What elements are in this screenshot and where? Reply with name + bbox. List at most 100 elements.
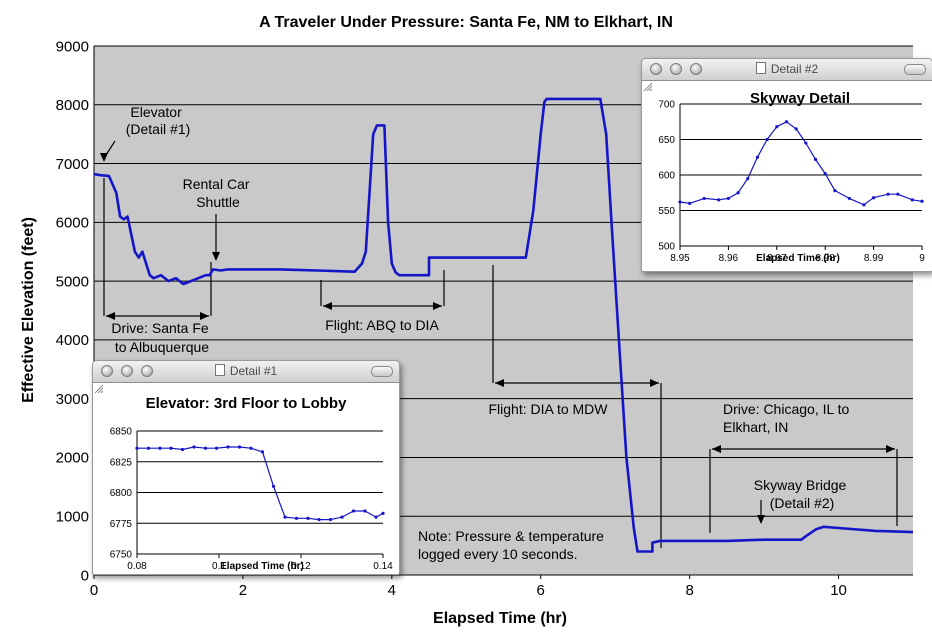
y-tick-label: 6850: [110, 427, 133, 438]
y-tick-label: 7000: [56, 156, 89, 173]
data-point: [214, 446, 219, 450]
x-tick-label: 8.98: [815, 253, 835, 264]
data-point: [169, 446, 173, 450]
detail-2-title: Detail #2: [770, 62, 819, 76]
toolbar-toggle-button[interactable]: [904, 64, 926, 75]
main-title: A Traveler Under Pressure: Santa Fe, NM …: [259, 14, 673, 31]
detail-1-chart: Elevator: 3rd Floor to Lobby 6750 6775 680…: [110, 395, 393, 572]
x-tick-label: 0.1: [212, 561, 226, 572]
data-point: [794, 127, 798, 131]
series-line: [679, 121, 923, 206]
data-point: [203, 446, 208, 450]
detail-2-titlebar[interactable]: Detail #2: [642, 59, 932, 81]
y-tick-label: 600: [658, 171, 675, 182]
y-tick-label: 550: [658, 206, 675, 217]
data-point: [328, 517, 333, 522]
data-point: [746, 176, 750, 181]
x-tick-label: 10: [830, 582, 847, 599]
data-point: [872, 196, 876, 200]
data-point: [784, 120, 789, 124]
minimize-button[interactable]: [121, 365, 133, 377]
data-point: [351, 509, 356, 513]
annotation-elevator: Elevator (Detail #1): [126, 104, 191, 137]
close-button[interactable]: [101, 365, 113, 377]
data-point: [920, 199, 924, 203]
detail-1-titlebar[interactable]: Detail #1: [93, 361, 399, 383]
y-tick-label: 6000: [56, 215, 89, 232]
minimize-button[interactable]: [670, 63, 682, 75]
data-point: [146, 446, 151, 450]
data-point: [823, 171, 827, 176]
x-tick-label: 8.99: [864, 253, 884, 264]
y-tick-label: 0: [81, 567, 89, 584]
detail-2-chart: Skyway Detail 500 550 600 650 700 8.95 8.96 8.9…: [658, 90, 925, 264]
data-point: [717, 198, 721, 202]
zoom-button[interactable]: [141, 365, 153, 377]
y-tick-label: 6775: [110, 519, 133, 530]
elevator-pointer-line: [105, 140, 116, 156]
annotation-drive-chicago: Drive: Chicago, IL to Elkhart, IN: [723, 401, 853, 435]
note-text: Note: Pressure & temperature logged ever…: [418, 528, 608, 562]
y-tick-label: 4000: [56, 332, 89, 349]
y-tick-label: 6825: [110, 457, 133, 468]
x-tick-label: 0.08: [127, 561, 147, 572]
x-tick-label: 4: [388, 582, 396, 599]
y-tick-label: 2000: [56, 450, 89, 467]
data-point: [192, 445, 196, 449]
y-tick-label: 8000: [56, 97, 89, 114]
series-line: [137, 446, 384, 521]
drive-sf-arrow-right: [200, 312, 209, 320]
y-tick-label: 650: [658, 135, 675, 146]
resize-grip-icon[interactable]: [642, 81, 652, 91]
detail-2-window[interactable]: Detail #2 Skyway Detail 500 550 600 650 700 8…: [641, 58, 932, 272]
annotation-rental-car: Rental Car Shuttle: [183, 176, 254, 210]
rental-arrowhead: [212, 252, 220, 261]
data-point: [896, 192, 900, 196]
x-tick-label: 8.96: [719, 253, 739, 264]
y-axis-label: Effective Elevation (feet): [20, 217, 37, 403]
data-point: [317, 517, 321, 522]
flight-abq-arrow-right: [433, 302, 442, 310]
x-tick-label: 8: [685, 582, 693, 599]
elevator-arrowhead: [100, 153, 108, 162]
resize-grip-icon[interactable]: [93, 383, 103, 393]
y-tick-label: 500: [658, 242, 675, 253]
detail-1-x-axis-label: Elapsed Time (hr): [220, 561, 304, 572]
data-point: [847, 196, 851, 201]
data-point: [180, 447, 185, 452]
data-point: [237, 445, 242, 449]
data-point: [804, 141, 808, 145]
y-tick-label: 6800: [110, 488, 133, 499]
close-button[interactable]: [650, 63, 662, 75]
data-point: [374, 515, 378, 519]
data-point: [158, 446, 162, 450]
x-tick-label: 8.97: [767, 253, 787, 264]
data-point: [886, 192, 890, 196]
data-point: [775, 125, 779, 129]
data-point: [702, 196, 706, 201]
x-tick-label: 0.12: [291, 561, 311, 572]
data-point: [363, 509, 367, 513]
flight-dia-arrow-right: [650, 379, 659, 387]
toolbar-toggle-button[interactable]: [371, 366, 393, 377]
y-tick-label: 6750: [110, 550, 133, 561]
x-tick-label: 0.14: [373, 561, 393, 572]
data-point: [271, 484, 276, 488]
flight-abq-arrow-left: [323, 302, 332, 310]
drive-chi-arrow-left: [712, 445, 721, 453]
y-tick-label: 3000: [56, 391, 89, 408]
data-point: [678, 200, 682, 204]
data-point: [283, 515, 287, 519]
flight-dia-arrow-left: [495, 379, 504, 387]
x-tick-label: 0: [90, 582, 98, 599]
data-point: [306, 516, 310, 520]
data-point: [736, 191, 740, 195]
data-point: [862, 203, 866, 207]
detail-1-window[interactable]: Detail #1 Elevator: 3rd Floor to Lobby 6…: [92, 360, 400, 575]
skyway-arrowhead: [757, 515, 765, 524]
x-tick-label: 8.95: [670, 253, 690, 264]
series-line: [93, 97, 914, 553]
y-tick-label: 700: [658, 100, 675, 111]
drive-sf-arrow-left: [106, 312, 115, 320]
zoom-button[interactable]: [690, 63, 702, 75]
